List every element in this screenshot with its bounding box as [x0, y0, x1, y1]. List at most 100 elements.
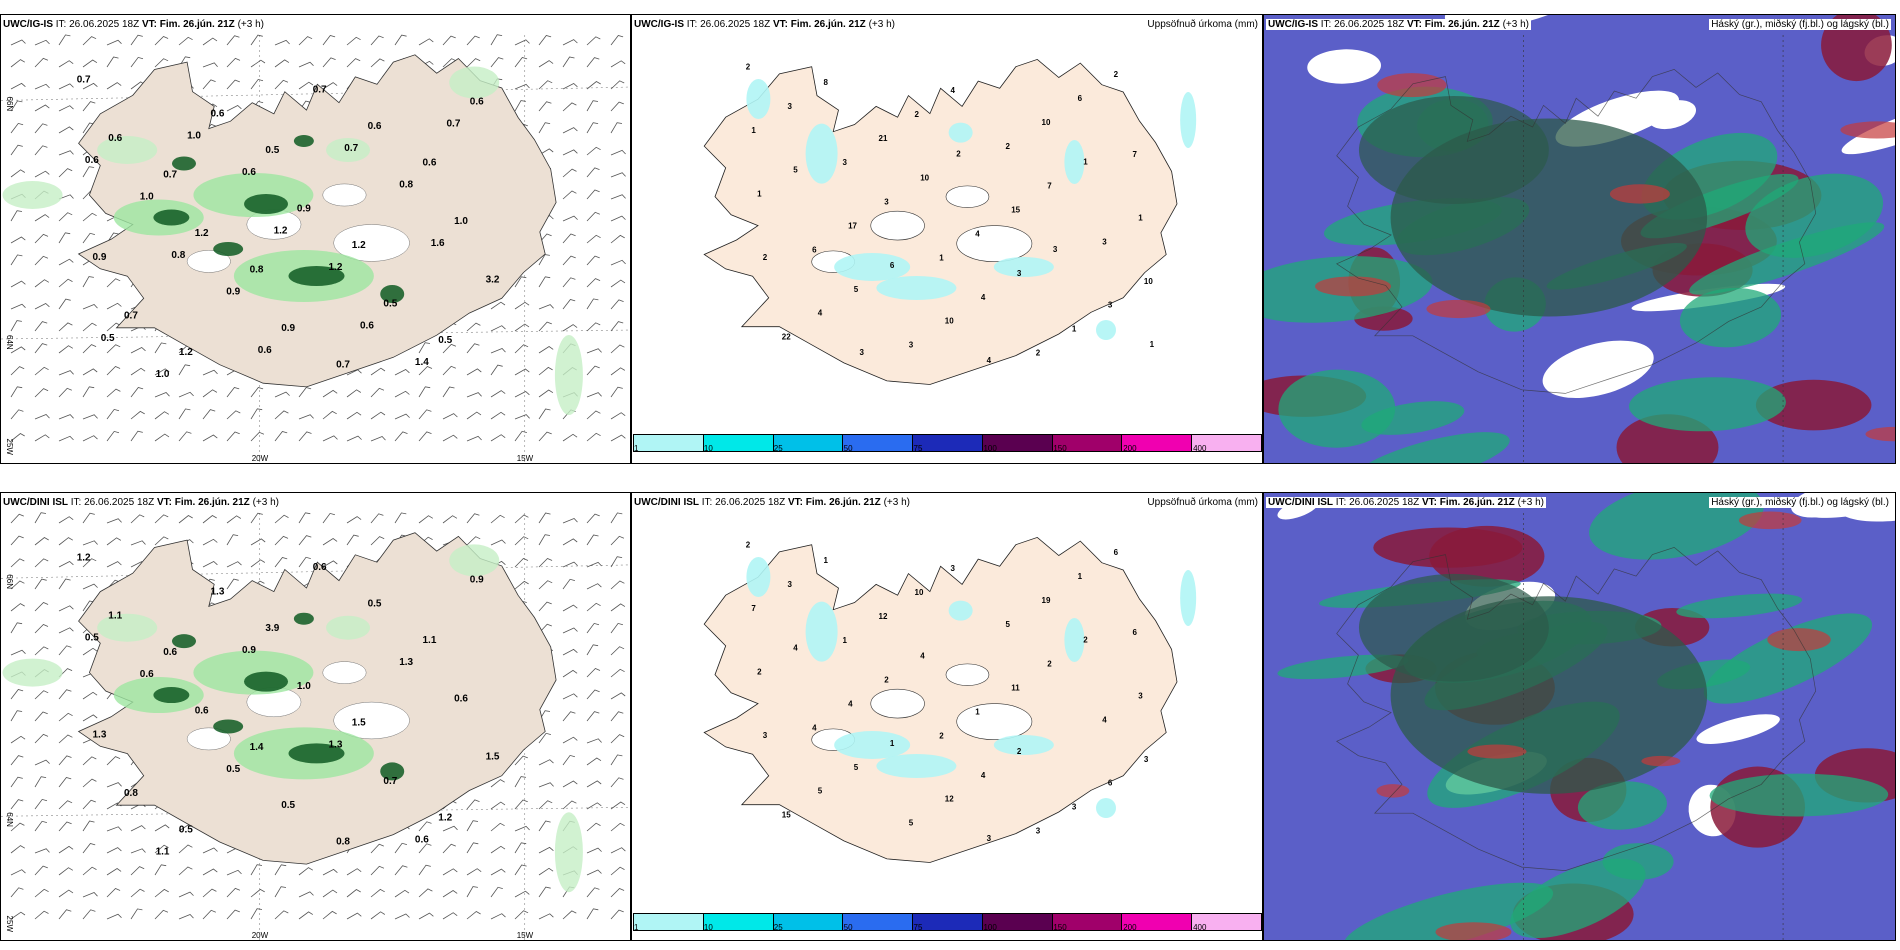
precip-value: 10 [945, 317, 954, 326]
wind-barb-icon [586, 622, 600, 634]
wind-barb-icon [538, 346, 554, 354]
map-panel-ig-is-precip: UWC/IG-IS IT: 26.06.2025 18Z VT: Fim. 26… [631, 14, 1263, 464]
precip-value: 22 [782, 333, 791, 342]
precip-value: 0.7 [336, 359, 350, 370]
precip-area [1096, 320, 1116, 340]
precip-map: 2312763232221411171010142153334615471081… [703, 58, 1197, 385]
wind-barb-icon [610, 122, 623, 134]
wind-barb-icon [250, 888, 265, 898]
wind-barb-icon [10, 59, 26, 68]
precip-value: 0.6 [313, 562, 327, 573]
wind-barb-icon [490, 886, 503, 898]
wind-barb-icon [58, 370, 74, 376]
wind-barb-icon [538, 820, 551, 832]
wind-barb-icon [178, 914, 194, 920]
wind-barb-icon [106, 913, 122, 920]
precip-core [293, 612, 314, 625]
wind-barb-icon [610, 101, 624, 112]
wind-barb-icon [538, 601, 552, 612]
colorbar-tick-label: 10 [703, 444, 713, 453]
wind-barb-icon [322, 538, 338, 546]
precip-value: 3 [1108, 301, 1113, 310]
wind-barb-icon [514, 414, 530, 420]
wind-barb-icon [346, 889, 361, 898]
precip-value: 3 [1036, 827, 1041, 836]
wind-barb-icon [10, 911, 26, 920]
glacier [333, 701, 410, 740]
precip-area [993, 257, 1054, 277]
colorbar-tick-label: 25 [773, 923, 783, 932]
precip-value: 0.7 [313, 84, 327, 95]
wind-barb-icon [514, 890, 530, 898]
wind-barb-icon [442, 434, 458, 442]
precip-area [876, 754, 957, 778]
wind-barb-icon [226, 431, 240, 442]
wind-barb-icon [466, 368, 482, 376]
wind-barb-icon [610, 822, 625, 832]
wind-barb-icon [298, 911, 314, 920]
wind-barb-icon [466, 392, 482, 398]
precip-area [948, 122, 973, 143]
precip-value: 1.2 [352, 240, 366, 251]
wind-barb-icon [586, 534, 599, 546]
wind-barb-icon [202, 389, 218, 398]
precip-value: 11 [1011, 683, 1020, 692]
mid-cloud [1277, 654, 1409, 680]
glacier [956, 225, 1033, 263]
precip-core [213, 242, 244, 256]
precip-value: 0.8 [171, 250, 185, 261]
wind-barb-icon [466, 58, 481, 68]
wind-barb-icon [106, 756, 121, 766]
wind-barb-icon [10, 346, 26, 354]
precip-value: 1.0 [156, 369, 170, 380]
wind-barb-icon [82, 714, 98, 722]
wind-barb-icon [490, 779, 505, 788]
colorbar-tick-label: 50 [843, 923, 853, 932]
high-cloud [1755, 379, 1872, 431]
wind-barb-icon [34, 558, 49, 568]
wind-barb-icon [514, 323, 530, 332]
precip-value: 0.9 [281, 323, 295, 334]
wind-barb-icon [34, 910, 49, 920]
coastline-icon [77, 532, 557, 865]
high-cloud [1435, 922, 1512, 940]
wind-barb-icon [370, 367, 386, 376]
wind-barb-icon [610, 692, 626, 700]
wind-barb-icon [82, 166, 95, 178]
high-cloud [1315, 276, 1392, 297]
colorbar-segment [634, 435, 704, 451]
wind-barb-icon [514, 344, 529, 354]
glacier [870, 688, 925, 719]
wind-barb-icon [538, 846, 554, 854]
clear-sky [1647, 100, 1697, 130]
wind-barb-icon [106, 826, 122, 832]
wind-barb-icon [346, 36, 361, 46]
wind-barb-icon [58, 126, 74, 134]
wind-barb-icon [442, 35, 456, 46]
glacier [186, 727, 231, 751]
wind-barb-icon [514, 825, 530, 832]
wind-barb-icon [610, 754, 623, 766]
wind-barb-icon [562, 127, 578, 134]
wind-barb-icon [34, 123, 48, 134]
wind-barb-icon [10, 254, 23, 266]
wind-barb-icon [34, 214, 50, 222]
wind-barb-icon [562, 190, 577, 200]
precip-value: 3 [788, 580, 793, 589]
precip-value: 21 [879, 134, 888, 143]
wind-barb-icon [10, 735, 26, 744]
precip-value: 0.9 [226, 286, 240, 297]
wind-barb-icon [250, 78, 264, 90]
coastline-icon [1335, 547, 1817, 871]
wind-barb-icon [586, 57, 600, 68]
wind-barb-icon [370, 411, 386, 420]
wind-barb-icon [562, 669, 578, 678]
wind-barb-icon [538, 867, 554, 876]
wind-barb-icon [106, 39, 122, 46]
colorbar-segment [703, 914, 774, 930]
high-cloud [1738, 511, 1802, 530]
wind-barb-icon [586, 780, 602, 788]
wind-barb-icon [106, 868, 122, 876]
colorbar-tick-label: 150 [1053, 923, 1067, 932]
precip-value: 4 [812, 723, 817, 732]
